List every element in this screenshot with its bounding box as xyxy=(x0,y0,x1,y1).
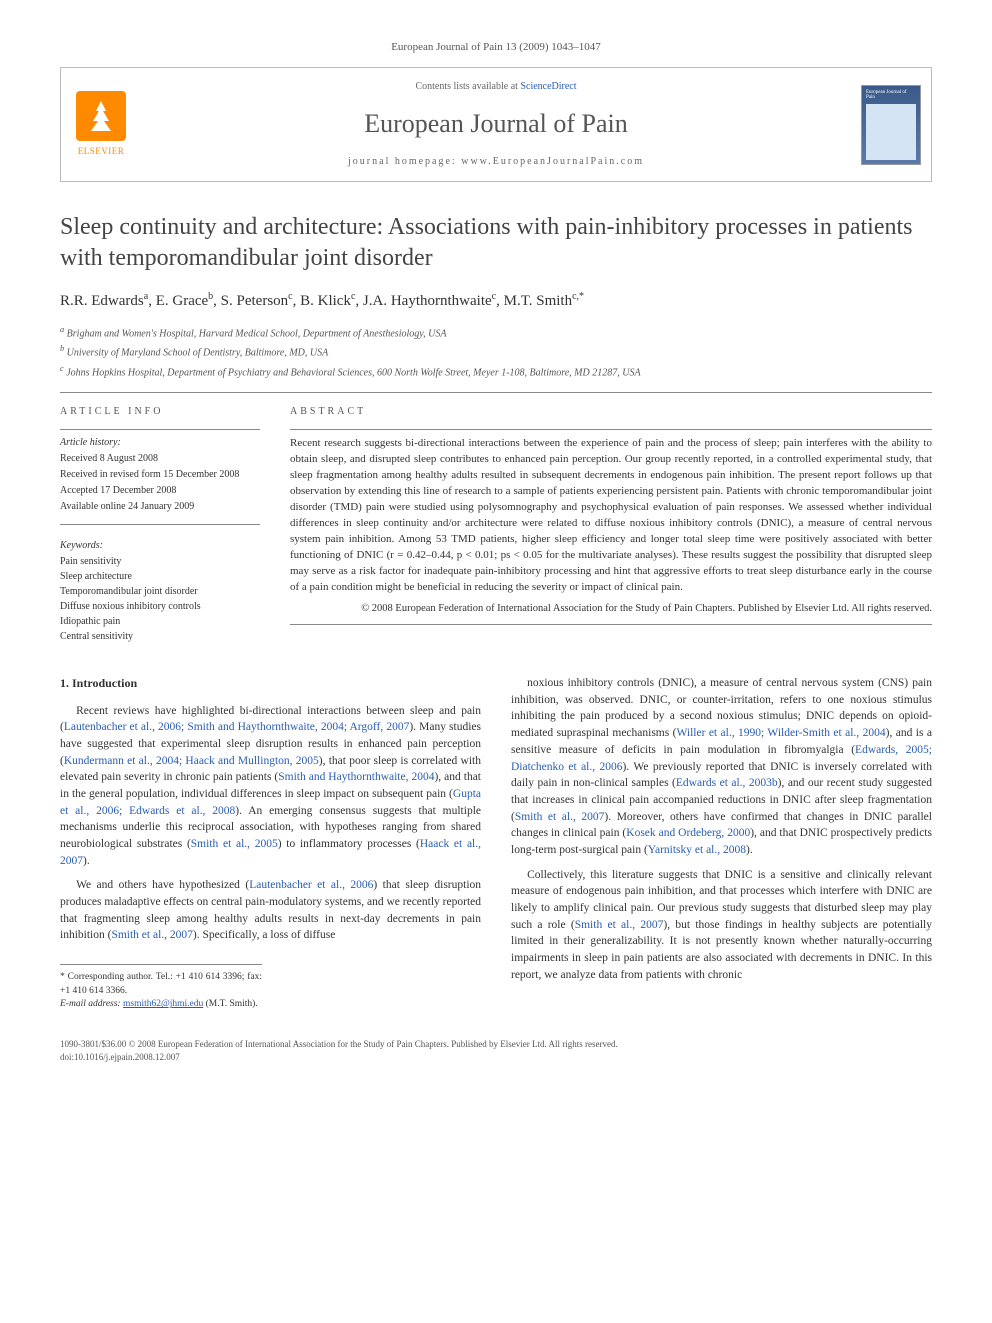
corresponding-line: * Corresponding author. Tel.: +1 410 614… xyxy=(60,971,262,999)
contents-prefix: Contents lists available at xyxy=(415,81,520,92)
history-item: Available online 24 January 2009 xyxy=(60,500,260,514)
body-paragraph: Collectively, this literature suggests t… xyxy=(511,867,932,984)
keyword: Idiopathic pain xyxy=(60,615,260,629)
body-paragraph: Recent reviews have highlighted bi-direc… xyxy=(60,703,481,870)
history-item: Accepted 17 December 2008 xyxy=(60,484,260,498)
footer-doi: doi:10.1016/j.ejpain.2008.12.007 xyxy=(60,1051,932,1064)
column-right: noxious inhibitory controls (DNIC), a me… xyxy=(511,675,932,1012)
authors: R.R. Edwardsa, E. Graceb, S. Petersonc, … xyxy=(60,290,932,312)
homepage-prefix: journal homepage: xyxy=(348,156,461,167)
journal-name: European Journal of Pain xyxy=(161,106,831,142)
body-columns: 1. Introduction Recent reviews have high… xyxy=(60,675,932,1012)
keywords-label: Keywords: xyxy=(60,539,260,553)
email-link[interactable]: msmith62@jhmi.edu xyxy=(123,999,203,1009)
page-footer: 1090-3801/$36.00 © 2008 European Federat… xyxy=(60,1032,932,1063)
column-left: 1. Introduction Recent reviews have high… xyxy=(60,675,481,1012)
email-suffix: (M.T. Smith). xyxy=(203,999,257,1009)
affiliation: c Johns Hopkins Hospital, Department of … xyxy=(60,363,932,380)
affiliation: a Brigham and Women's Hospital, Harvard … xyxy=(60,324,932,341)
keyword: Temporomandibular joint disorder xyxy=(60,585,260,599)
keyword: Central sensitivity xyxy=(60,630,260,644)
history-label: Article history: xyxy=(60,436,260,450)
section-heading: 1. Introduction xyxy=(60,675,481,692)
header-center: Contents lists available at ScienceDirec… xyxy=(141,68,851,180)
article-info: ARTICLE INFO Article history: Received 8… xyxy=(60,405,260,645)
article-title: Sleep continuity and architecture: Assoc… xyxy=(60,212,932,274)
sciencedirect-link[interactable]: ScienceDirect xyxy=(520,81,576,92)
abstract-copyright: © 2008 European Federation of Internatio… xyxy=(290,602,932,617)
email-label: E-mail address: xyxy=(60,999,123,1009)
elsevier-tree-icon xyxy=(76,91,126,141)
homepage-line: journal homepage: www.EuropeanJournalPai… xyxy=(161,155,831,169)
abstract-heading: ABSTRACT xyxy=(290,405,932,419)
corresponding-email-line: E-mail address: msmith62@jhmi.edu (M.T. … xyxy=(60,998,262,1012)
keyword: Pain sensitivity xyxy=(60,555,260,569)
keyword: Sleep architecture xyxy=(60,570,260,584)
body-paragraph: noxious inhibitory controls (DNIC), a me… xyxy=(511,675,932,858)
affiliations: a Brigham and Women's Hospital, Harvard … xyxy=(60,324,932,380)
footer-issn: 1090-3801/$36.00 © 2008 European Federat… xyxy=(60,1038,932,1051)
affiliation: b University of Maryland School of Denti… xyxy=(60,343,932,360)
body-paragraph: We and others have hypothesized (Lautenb… xyxy=(60,877,481,944)
abstract: ABSTRACT Recent research suggests bi-dir… xyxy=(290,405,932,645)
journal-header-box: ELSEVIER Contents lists available at Sci… xyxy=(60,67,932,181)
divider xyxy=(60,392,932,393)
journal-citation: European Journal of Pain 13 (2009) 1043–… xyxy=(60,40,932,55)
publisher-logo: ELSEVIER xyxy=(61,68,141,180)
abstract-text: Recent research suggests bi-directional … xyxy=(290,436,932,595)
journal-cover-thumb: European Journal of Pain xyxy=(851,68,931,180)
homepage-url: www.EuropeanJournalPain.com xyxy=(461,156,644,167)
contents-line: Contents lists available at ScienceDirec… xyxy=(161,80,831,94)
history-item: Received 8 August 2008 xyxy=(60,452,260,466)
publisher-name: ELSEVIER xyxy=(78,145,125,158)
keyword: Diffuse noxious inhibitory controls xyxy=(60,600,260,614)
history-item: Received in revised form 15 December 200… xyxy=(60,468,260,482)
article-info-heading: ARTICLE INFO xyxy=(60,405,260,419)
corresponding-author: * Corresponding author. Tel.: +1 410 614… xyxy=(60,964,262,1012)
